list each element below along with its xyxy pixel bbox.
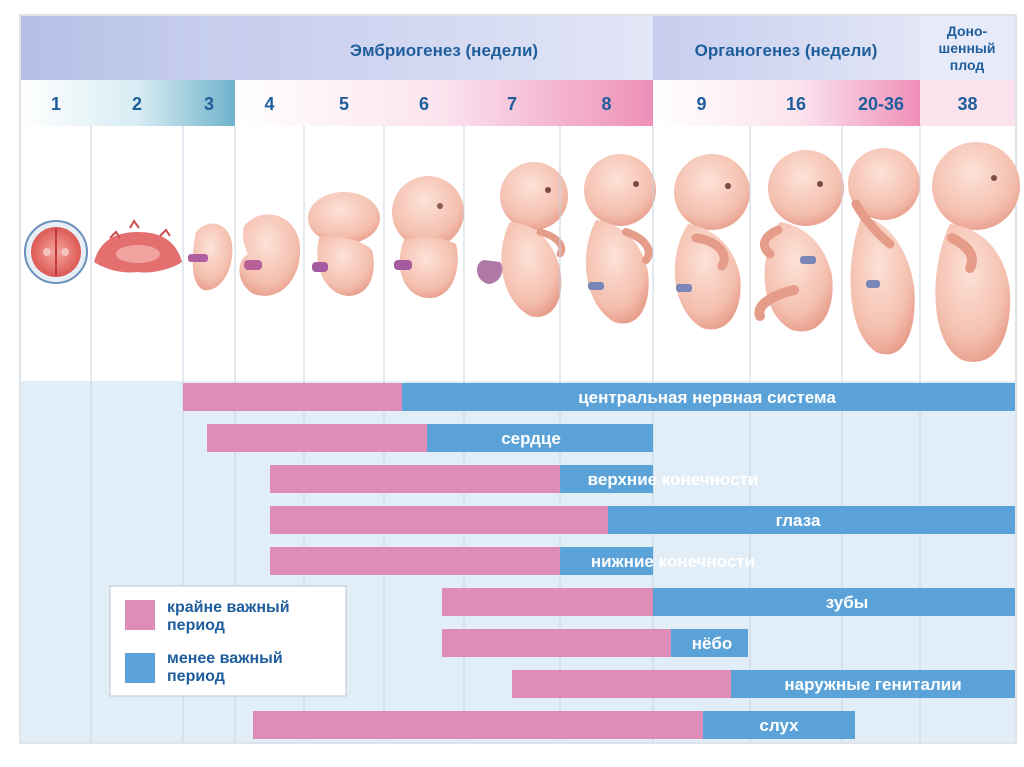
legend: крайне важный период менее важный период	[109, 585, 347, 697]
less-critical-period-bar	[427, 424, 653, 452]
critical-period-bar	[442, 588, 653, 616]
fetus-week38-icon	[932, 142, 1020, 362]
less-critical-period-bar	[560, 547, 653, 575]
legend-critical-label-line-1: крайне важный	[167, 599, 290, 616]
full-term-label-line-1: Доно-	[947, 23, 988, 39]
embryo-week4-icon	[239, 214, 300, 296]
week-label: 1	[51, 94, 61, 114]
legend-less-critical-swatch	[125, 653, 155, 683]
header-left-block	[21, 16, 235, 80]
zygote-icon	[24, 220, 88, 284]
week-row-segment-c	[653, 80, 920, 126]
organ-label: верхние конечности	[588, 470, 759, 489]
critical-period-bar	[442, 629, 671, 657]
week-label: 8	[601, 94, 611, 114]
week-label: 9	[696, 94, 706, 114]
week-label: 4	[264, 94, 274, 114]
week-label: 16	[786, 94, 806, 114]
less-critical-period-bar	[608, 506, 1015, 534]
week-label: 6	[419, 94, 429, 114]
critical-period-bar	[270, 506, 608, 534]
fetus-week16-icon	[754, 150, 844, 332]
organ-label: нёбо	[692, 634, 733, 653]
critical-period-bar	[207, 424, 427, 452]
less-critical-period-bar	[731, 670, 1015, 698]
illustrations	[24, 142, 1020, 362]
full-term-label-line-3: плод	[950, 57, 985, 73]
week-row-segment-a	[21, 80, 235, 126]
organ-label: сердце	[501, 429, 561, 448]
fetus-week9-icon	[674, 154, 750, 330]
week-label: 5	[339, 94, 349, 114]
legend-critical-swatch	[125, 600, 155, 630]
week-labels: 1 2 3 4 5 6 7 8 9 16 20-36 38	[51, 94, 978, 114]
week-label: 2	[132, 94, 142, 114]
embryo-week8-icon	[584, 154, 656, 324]
period-bars: центральная нервная система сердце верхние…	[183, 383, 1015, 739]
week-row-segment-b	[235, 80, 653, 126]
week-row-segment-d	[920, 80, 1015, 126]
critical-period-bar	[270, 547, 560, 575]
less-critical-period-bar	[703, 711, 855, 739]
full-term-header	[920, 16, 1015, 80]
organogenesis-label: Органогенез (недели)	[695, 41, 878, 60]
legend-critical-label-line-2: период	[167, 617, 225, 634]
fetus-week20-36-icon	[848, 148, 920, 355]
embryo-week6-icon	[392, 176, 464, 299]
critical-period-bar	[512, 670, 731, 698]
organ-label: нижние конечности	[591, 552, 755, 571]
embryo-week7-icon	[476, 162, 568, 317]
critical-period-bar	[183, 383, 402, 411]
embryogenesis-header	[235, 16, 653, 80]
organogenesis-header	[653, 16, 920, 80]
week-label: 3	[204, 94, 214, 114]
embryonic-disc-icon	[94, 219, 182, 273]
embryogenesis-label: Эмбриогенез (недели)	[350, 41, 538, 60]
less-critical-period-bar	[671, 629, 748, 657]
critical-period-bar	[270, 465, 560, 493]
embryo-week3-icon	[188, 223, 233, 291]
legend-less-critical-label-line-2: период	[167, 668, 225, 685]
organ-label: зубы	[826, 593, 869, 612]
critical-period-bar	[253, 711, 703, 739]
full-term-label-line-2: шенный	[939, 40, 996, 56]
organ-label: центральная нервная система	[578, 388, 836, 407]
legend-less-critical-label-line-1: менее важный	[167, 650, 283, 667]
week-label: 38	[957, 94, 977, 114]
organ-label: слух	[759, 716, 799, 735]
embryo-week5-icon	[308, 192, 380, 296]
less-critical-period-bar	[402, 383, 1015, 411]
less-critical-period-bar	[653, 588, 1015, 616]
week-label: 20-36	[858, 94, 904, 114]
organ-label: глаза	[776, 511, 821, 530]
week-label: 7	[507, 94, 517, 114]
less-critical-period-bar	[560, 465, 653, 493]
organ-label: наружные гениталии	[784, 675, 961, 694]
